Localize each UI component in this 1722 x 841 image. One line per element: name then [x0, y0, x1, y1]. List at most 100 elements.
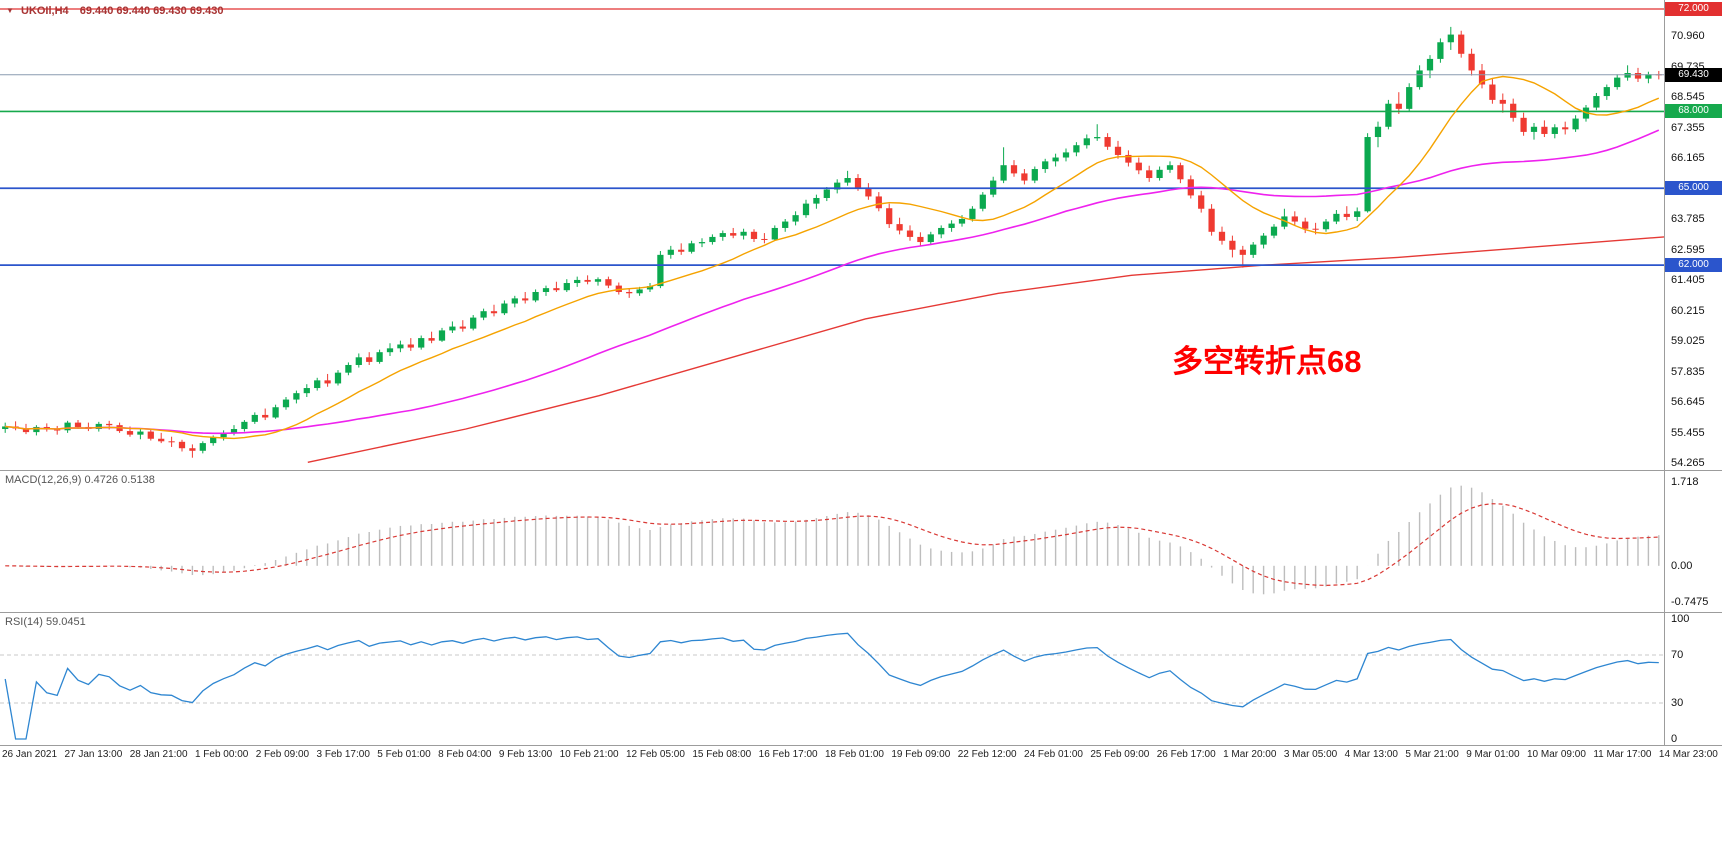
- macd-tick-label: 0.00: [1671, 559, 1693, 572]
- ma-slow-line: [307, 236, 1664, 463]
- candle-body: [74, 422, 82, 427]
- candle-body: [1458, 34, 1465, 54]
- candle-body: [886, 208, 893, 225]
- candle-body: [1645, 74, 1652, 79]
- panel-splitter-1[interactable]: [0, 470, 1722, 471]
- candle-body: [522, 298, 529, 301]
- candle-body: [272, 407, 279, 418]
- candle-body: [1177, 165, 1184, 180]
- macd-svg[interactable]: [0, 471, 1664, 612]
- candle-body: [906, 230, 914, 237]
- time-label: 8 Feb 04:00: [438, 749, 492, 760]
- candle-body: [1603, 87, 1610, 97]
- time-label: 18 Feb 01:00: [825, 749, 884, 760]
- candle-body: [948, 223, 955, 228]
- candle-body: [106, 423, 113, 426]
- candle-body: [1385, 103, 1392, 127]
- time-axis[interactable]: 26 Jan 2021 27 Jan 13:00 28 Jan 21:00 1 Feb…: [0, 746, 1722, 768]
- candle-body: [137, 431, 144, 435]
- candle-body: [1520, 117, 1527, 132]
- candle-body: [1073, 145, 1080, 153]
- macd-panel[interactable]: MACD(12,26,9) 0.4726 0.5138: [0, 471, 1722, 612]
- time-label: 26 Feb 17:00: [1156, 749, 1216, 760]
- candle-body: [1042, 161, 1049, 170]
- level-badge: 65.000: [1665, 181, 1722, 196]
- candle-body: [1094, 137, 1101, 139]
- candle-body: [802, 203, 810, 216]
- candle-body: [646, 286, 654, 290]
- candle-body: [792, 215, 799, 222]
- level-badge: 68.000: [1665, 104, 1722, 119]
- rsi-panel[interactable]: RSI(14) 59.0451: [0, 613, 1722, 745]
- main-chart-panel[interactable]: ▼ UKOIl,H4 69.440 69.440 69.430 69.430 多…: [0, 0, 1722, 470]
- candle-body: [667, 249, 674, 255]
- candle-body: [386, 348, 394, 353]
- ma-fast-line: [5, 75, 1660, 440]
- collapse-icon[interactable]: ▼: [6, 6, 14, 15]
- price-tick-label: 70.960: [1671, 29, 1705, 42]
- candle-body: [594, 279, 602, 282]
- candle-body: [189, 448, 196, 451]
- candle-body: [126, 431, 134, 435]
- candle-body: [563, 283, 570, 291]
- candle-body: [22, 428, 30, 433]
- candle-body: [199, 443, 206, 451]
- candle-body: [33, 426, 40, 433]
- candle-body: [844, 178, 851, 183]
- candle-body: [1354, 211, 1361, 217]
- price-tick-label: 60.215: [1671, 304, 1705, 317]
- candle-body: [1634, 72, 1642, 79]
- candle-body: [1260, 235, 1267, 245]
- candle-body: [1333, 213, 1340, 222]
- candle-body: [1052, 157, 1059, 162]
- rsi-tick-label: 70: [1671, 649, 1684, 661]
- time-label: 25 Feb 09:00: [1090, 749, 1150, 760]
- panel-splitter-2[interactable]: [0, 612, 1722, 613]
- candle-body: [147, 431, 154, 439]
- price-tick-label: 59.025: [1671, 335, 1705, 348]
- current-price-badge: 69.430: [1665, 67, 1722, 82]
- time-label: 15 Feb 08:00: [692, 749, 752, 760]
- candle-body: [1291, 216, 1298, 222]
- time-label: 5 Feb 01:00: [377, 749, 431, 760]
- candle-body: [1489, 84, 1496, 100]
- price-tick-label: 62.595: [1671, 243, 1705, 256]
- price-scale[interactable]: 70.96069.73568.54567.35566.16564.97563.7…: [1665, 0, 1722, 745]
- candle-body: [1114, 146, 1122, 155]
- candle-body: [771, 227, 778, 240]
- candle-body: [1021, 173, 1028, 181]
- candle-body: [334, 372, 342, 384]
- time-label: 3 Mar 05:00: [1283, 749, 1338, 760]
- candle-body: [709, 236, 716, 243]
- candle-body: [324, 380, 331, 384]
- time-label: 12 Feb 05:00: [625, 749, 685, 760]
- candle-body: [1541, 126, 1548, 134]
- time-label: 5 Mar 21:00: [1405, 749, 1459, 760]
- price-tick-label: 67.355: [1671, 121, 1705, 134]
- candle-body: [636, 289, 643, 294]
- rsi-svg[interactable]: [0, 613, 1664, 745]
- candle-body: [1135, 162, 1142, 171]
- candle-body: [1270, 226, 1278, 236]
- candle-body: [1322, 221, 1330, 230]
- ohlc-values: 69.440 69.440 69.430 69.430: [79, 5, 224, 17]
- candle-body: [1312, 228, 1319, 230]
- ma-medium-line: [5, 129, 1660, 435]
- time-label: 14 Mar 23:00: [1658, 749, 1718, 760]
- price-tick-label: 63.785: [1671, 213, 1705, 226]
- candle-body: [241, 421, 248, 430]
- candle-body: [1614, 77, 1621, 88]
- candle-body: [1364, 137, 1371, 212]
- candle-body: [314, 380, 321, 389]
- candle-body: [813, 197, 820, 204]
- candle-body: [428, 338, 435, 341]
- candle-body: [1343, 213, 1350, 217]
- rsi-tick-label: 0: [1671, 733, 1678, 745]
- candle-body: [1302, 221, 1309, 229]
- candle-body: [782, 221, 789, 228]
- main-chart-svg[interactable]: [0, 0, 1664, 470]
- candle-body: [220, 432, 227, 438]
- candle-body: [1468, 53, 1475, 71]
- candles: [2, 26, 1662, 458]
